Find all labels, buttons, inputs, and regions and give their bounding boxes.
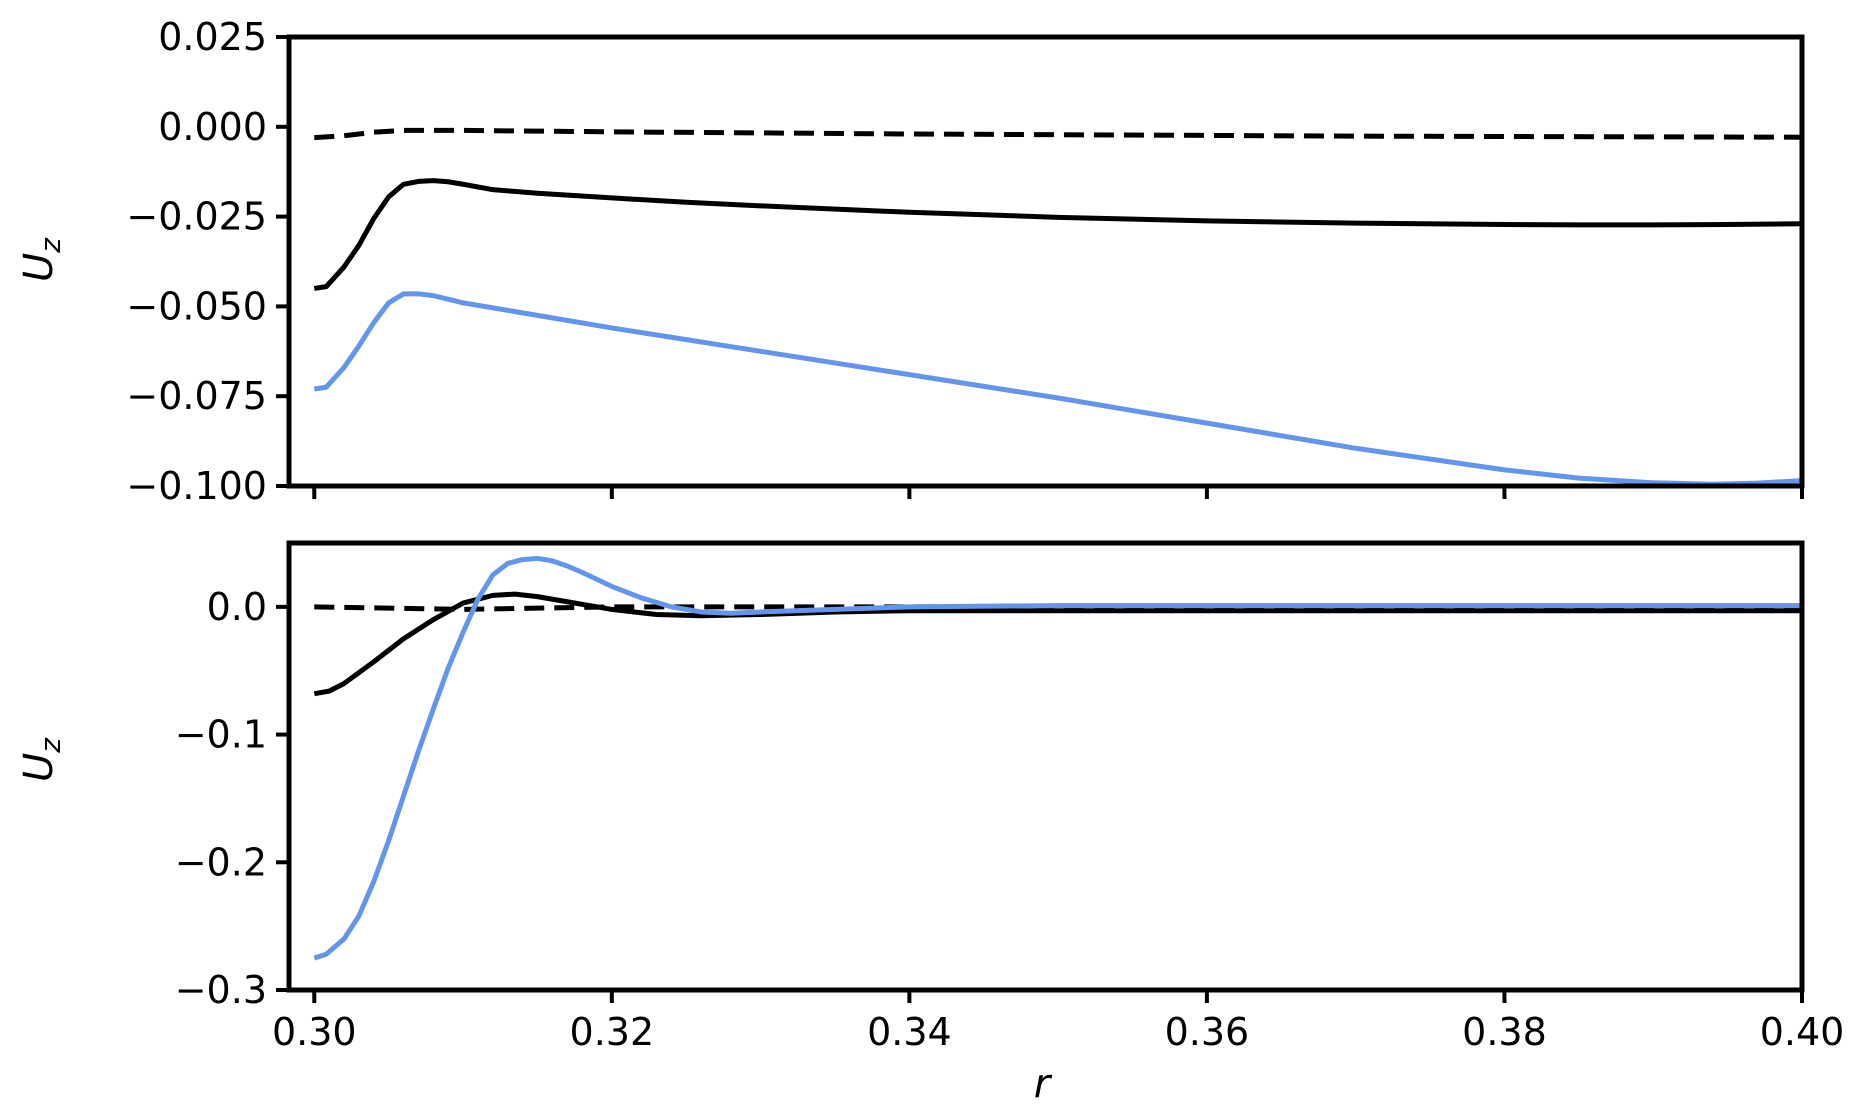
series-line-3 — [313, 291, 1802, 486]
plot-frame — [286, 34, 1805, 489]
series-line-3 — [313, 555, 1802, 961]
x-axis-label: r — [1034, 1061, 1053, 1107]
y-tick-label: 0.0 — [207, 585, 267, 629]
y-tick-label: 0.000 — [158, 105, 267, 149]
series-line-2 — [313, 591, 1802, 697]
bottom-panel: −0.3 −0.2 −0.1 0.0 0.30 0.32 0.34 0.36 0.38 0.40 — [175, 540, 1845, 1054]
top-y-axis-label: Uz — [16, 237, 67, 282]
y-tick-label: −0.025 — [126, 195, 267, 239]
x-tick-label: 0.34 — [867, 1010, 952, 1054]
y-tick-label: −0.050 — [126, 284, 267, 328]
plot-frame — [286, 540, 1805, 993]
x-tick-label: 0.36 — [1165, 1010, 1250, 1054]
y-tick-label: −0.075 — [126, 374, 267, 418]
x-tick-label: 0.32 — [570, 1010, 655, 1054]
y-tick-label: −0.1 — [175, 713, 267, 757]
y-tick-label: 0.025 — [158, 15, 267, 59]
y-tick-label: −0.100 — [126, 464, 267, 508]
bottom-y-axis-label: Uz — [16, 737, 67, 782]
y-tick-label: −0.2 — [175, 840, 267, 884]
series-line-2 — [313, 178, 1802, 291]
x-tick-label: 0.38 — [1462, 1010, 1547, 1054]
series-line-1 — [314, 127, 1802, 141]
x-tick-label: 0.40 — [1760, 1010, 1845, 1054]
y-tick-label: −0.3 — [175, 968, 267, 1012]
x-tick-label: 0.30 — [272, 1010, 357, 1054]
top-panel: −0.100 −0.075 −0.050 −0.025 0.000 0.025 — [126, 15, 1805, 508]
